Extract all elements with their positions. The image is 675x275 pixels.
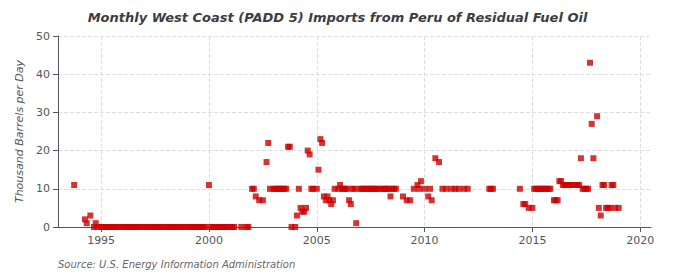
svg-text:2005: 2005 — [303, 234, 331, 247]
svg-text:2020: 2020 — [626, 234, 654, 247]
svg-text:2010: 2010 — [411, 234, 439, 247]
svg-text:30: 30 — [36, 106, 50, 119]
svg-text:Thousand Barrels per Day: Thousand Barrels per Day — [13, 59, 26, 203]
svg-text:50: 50 — [36, 30, 50, 43]
svg-text:2015: 2015 — [518, 234, 546, 247]
svg-text:10: 10 — [36, 182, 50, 195]
svg-text:20: 20 — [36, 144, 50, 157]
svg-text:2000: 2000 — [195, 234, 223, 247]
svg-text:Source: U.S. Energy Informatio: Source: U.S. Energy Information Administ… — [58, 259, 295, 270]
svg-text:1995: 1995 — [87, 234, 115, 247]
svg-text:Monthly West Coast (PADD 5) Im: Monthly West Coast (PADD 5) Imports from… — [88, 10, 588, 25]
svg-text:40: 40 — [36, 68, 50, 81]
svg-text:0: 0 — [43, 221, 50, 234]
